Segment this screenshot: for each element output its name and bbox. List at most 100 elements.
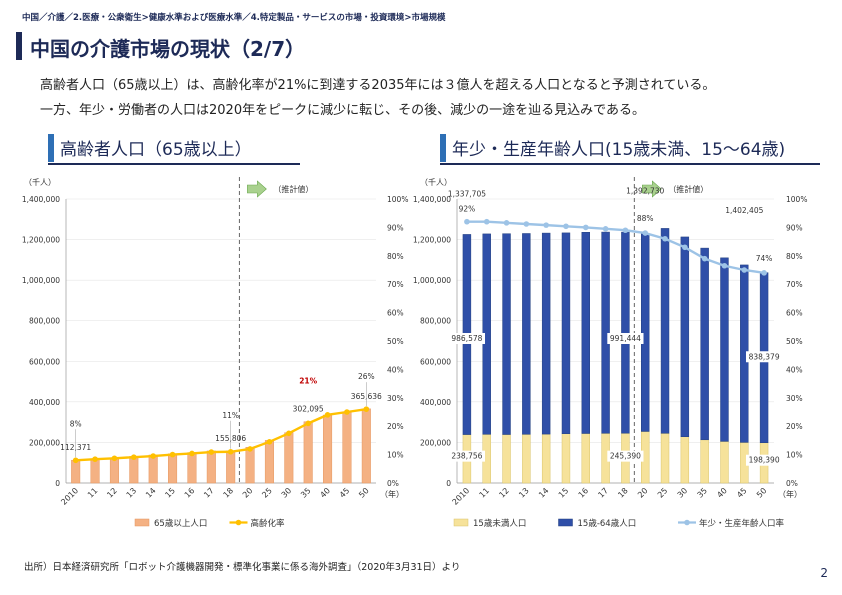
- bar: [522, 233, 531, 435]
- data-label: 21%: [299, 376, 317, 385]
- y-left-tick-label: 1,400,000: [22, 195, 60, 204]
- y-axis-unit-label: （千人）: [420, 177, 452, 187]
- lead-text-line-1: 高齢者人口（65歳以上）は、高齢化率が21%に到達する2035年には３億人を超え…: [40, 78, 716, 93]
- y-left-tick-label: 200,000: [420, 438, 451, 447]
- y-right-tick-label: 20%: [387, 422, 404, 431]
- line-point: [305, 420, 311, 427]
- y-left-tick-label: 800,000: [420, 317, 451, 326]
- bar: [522, 434, 531, 484]
- y-left-tick-label: 1,200,000: [22, 236, 60, 245]
- x-tick-label: 15: [557, 486, 571, 500]
- x-tick-label: 25: [260, 486, 274, 500]
- x-tick-label: 40: [715, 486, 729, 500]
- x-tick-label: 2010: [59, 486, 80, 507]
- bar: [323, 414, 333, 484]
- x-tick-label: 11: [86, 486, 100, 500]
- page-title: 中国の介護市場の現状（2/7）: [30, 37, 306, 61]
- legend-swatch: [558, 518, 573, 527]
- x-tick-label: 15: [163, 486, 177, 500]
- y-right-tick-label: 90%: [387, 223, 404, 232]
- bar: [90, 458, 100, 484]
- line-point: [363, 406, 370, 412]
- bar: [581, 433, 590, 484]
- y-right-tick-label: 80%: [786, 252, 803, 261]
- y-right-tick-label: 10%: [387, 451, 404, 460]
- data-label-background: [745, 351, 783, 363]
- y-left-tick-label: 600,000: [29, 357, 60, 366]
- right-section-accent-bar: [440, 134, 446, 162]
- bar: [284, 432, 294, 484]
- line-point: [761, 270, 767, 276]
- x-tick-label: 17: [596, 486, 610, 500]
- line-point: [642, 230, 649, 236]
- data-label: 8%: [70, 419, 82, 428]
- x-tick-label: 12: [497, 486, 511, 500]
- line-point: [563, 223, 569, 230]
- legend-label: 15歳未満人口: [473, 518, 526, 529]
- y-right-tick-label: 90%: [786, 223, 803, 232]
- y-left-tick-label: 400,000: [420, 398, 451, 407]
- legend-swatch: [134, 518, 150, 527]
- bar: [541, 433, 551, 484]
- forecast-label: （推計値）: [273, 184, 313, 194]
- data-label: 74%: [756, 254, 773, 263]
- data-label: 838,379: [749, 352, 780, 361]
- bar: [206, 450, 216, 484]
- y-left-tick-label: 1,200,000: [413, 236, 451, 245]
- series-line: [466, 220, 765, 275]
- line-point: [682, 244, 688, 251]
- x-tick-label: 14: [537, 486, 551, 500]
- bar: [129, 456, 139, 484]
- bar: [660, 433, 670, 484]
- line-point: [503, 220, 510, 226]
- y-right-tick-label: 50%: [387, 337, 404, 346]
- data-label: 1,392,730: [626, 186, 664, 195]
- bar: [700, 247, 709, 441]
- y-right-tick-label: 20%: [786, 422, 803, 431]
- legend-swatch-point: [235, 519, 242, 526]
- y-right-tick-label: 10%: [786, 451, 803, 460]
- y-left-tick-label: 1,400,000: [413, 195, 451, 204]
- y-right-tick-label: 40%: [786, 365, 803, 374]
- line-point: [523, 221, 530, 227]
- x-tick-label: 30: [280, 486, 294, 500]
- line-point: [602, 226, 609, 232]
- y-left-tick-label: 0: [55, 479, 60, 488]
- young-working-population-chart: 0 200,000 400,000 600,000 800,000 1,000,000 1,…: [413, 177, 807, 529]
- x-tick-label: 50: [357, 486, 371, 500]
- bar: [581, 232, 590, 434]
- x-axis-year-label: （年）: [778, 489, 802, 499]
- x-tick-label: 50: [755, 486, 769, 500]
- breadcrumb: 中国／介護／2.医療・公衆衛生>健康水準および医療水準／4.特定製品・サービスの…: [22, 13, 446, 23]
- line-point: [622, 227, 629, 234]
- x-tick-label: 25: [656, 486, 670, 500]
- line-point: [543, 222, 549, 228]
- right-section-underline: [440, 163, 820, 165]
- data-label: 986,578: [451, 334, 482, 343]
- x-tick-label: 35: [299, 486, 313, 500]
- line-point: [189, 450, 195, 457]
- page-number: 2: [820, 566, 828, 580]
- y-right-tick-label: 100%: [786, 195, 807, 204]
- x-axis-year-label: （年）: [380, 489, 404, 499]
- y-left-tick-label: 0: [446, 479, 451, 488]
- data-label: 92%: [459, 205, 476, 214]
- x-tick-label: 16: [183, 486, 197, 500]
- left-section-title: 高齢者人口（65歳以上）: [60, 140, 252, 160]
- legend-label: 高齢化率: [251, 518, 286, 529]
- y-right-tick-label: 70%: [387, 280, 404, 289]
- x-tick-label: 18: [222, 486, 236, 500]
- data-label: 245,390: [610, 452, 641, 461]
- y-left-tick-label: 200,000: [29, 438, 60, 447]
- bar: [601, 231, 610, 434]
- data-label: 26%: [358, 372, 375, 381]
- forecast-label: （推計値）: [668, 184, 708, 194]
- bar: [720, 257, 729, 442]
- line-point: [208, 449, 215, 455]
- data-label: 198,390: [749, 456, 780, 465]
- x-tick-label: 45: [735, 486, 749, 500]
- line-point: [721, 262, 728, 269]
- y-left-tick-label: 1,000,000: [413, 276, 451, 285]
- y-axis-unit-label: （千人）: [24, 177, 56, 187]
- x-tick-label: 40: [318, 486, 332, 500]
